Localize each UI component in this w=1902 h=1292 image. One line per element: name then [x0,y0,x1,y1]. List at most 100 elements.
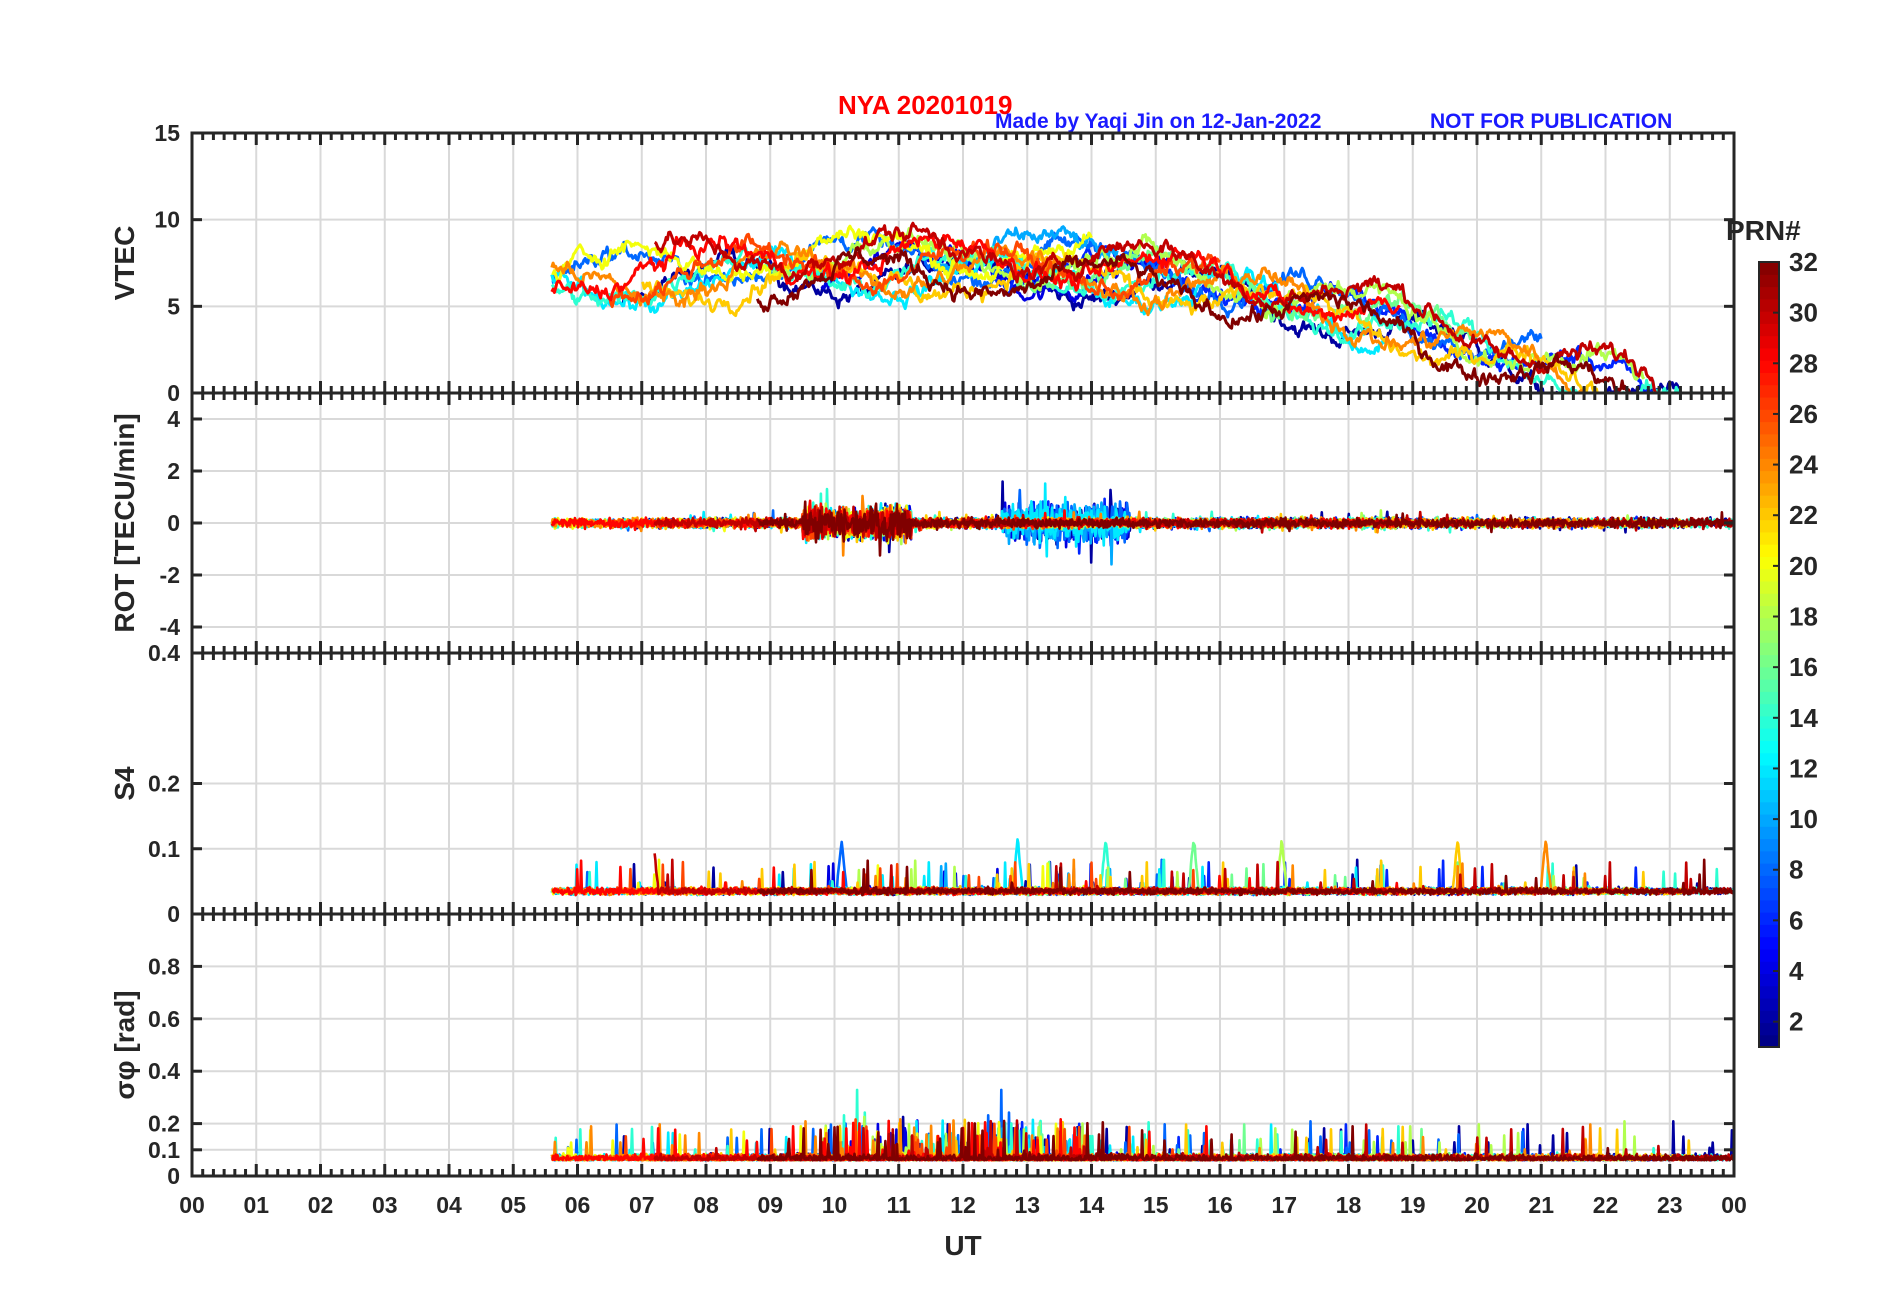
colorbar-segment [1759,813,1779,827]
colorbar-segment [1759,421,1779,435]
colorbar-segment [1759,274,1779,288]
y-tick-label: 0.1 [148,836,180,862]
colorbar-segment [1759,458,1779,472]
x-tick-label: 05 [500,1192,526,1218]
x-tick-label: 07 [629,1192,655,1218]
x-tick-label: 18 [1336,1192,1362,1218]
not-for-publication-label: NOT FOR PUBLICATION [1430,110,1673,133]
x-tick-label: 09 [757,1192,783,1218]
colorbar-label: PRN# [1726,215,1801,246]
y-axis-label-vtec: VTEC [109,226,140,301]
colorbar-segment [1759,507,1779,521]
series-line-prn32 [755,246,1634,393]
x-tick-label: 19 [1400,1192,1426,1218]
colorbar-segment [1759,691,1779,705]
colorbar-segment [1759,470,1779,484]
colorbar-tick-label: 32 [1789,247,1818,277]
colorbar-segment [1759,335,1779,349]
y-tick-label: 15 [154,120,180,146]
colorbar-segment [1759,838,1779,852]
colorbar-segment [1759,936,1779,950]
colorbar-tick-label: 14 [1789,703,1818,733]
colorbar-segment [1759,801,1779,815]
colorbar-segment [1759,629,1779,643]
x-tick-label: 16 [1207,1192,1233,1218]
colorbar-segment [1759,863,1779,876]
y-tick-label: 5 [167,293,180,319]
colorbar-segment [1759,495,1779,508]
y-tick-label: 0 [167,1163,180,1189]
colorbar-segment [1759,347,1779,361]
colorbar-segment [1759,580,1779,594]
colorbar-segment [1759,973,1779,987]
y-tick-label: 10 [154,207,180,233]
series-layer [550,221,1734,1162]
colorbar-segment [1759,286,1779,300]
colorbar-segment [1759,961,1779,975]
colorbar-segment [1759,752,1779,766]
colorbar-segment [1759,654,1779,668]
y-axis-label-s4: S4 [109,766,140,801]
x-tick-label: 06 [565,1192,591,1218]
colorbar-segment [1759,372,1779,386]
colorbar-tick-label: 22 [1789,500,1818,530]
colorbar-segment [1759,482,1779,496]
x-tick-label: 11 [887,1192,912,1218]
colorbar-segment [1759,384,1779,398]
colorbar-segment [1759,715,1779,729]
colorbar-tick-label: 6 [1789,905,1803,935]
colorbar-segment [1759,642,1779,656]
series-line-prn20 [551,224,1093,284]
colorbar-segment [1759,396,1779,410]
colorbar-tick-label: 20 [1789,551,1818,581]
colorbar-segment [1759,262,1779,275]
colorbar-segment [1759,531,1779,545]
series-group-rot [550,480,1734,566]
x-tick-label: 00 [179,1192,205,1218]
colorbar-segment [1759,1022,1779,1036]
y-tick-label: 0.6 [148,1006,180,1032]
colorbar-segment [1759,409,1779,423]
y-tick-label: 0 [167,901,180,927]
colorbar-tick-label: 4 [1789,956,1804,986]
colorbar-segment [1759,728,1779,741]
series-line-prn32 [756,858,1734,897]
colorbar-segment [1759,764,1779,778]
x-tick-label: 08 [693,1192,719,1218]
colorbar-segment [1759,850,1779,864]
y-tick-label: 0.8 [148,953,180,979]
colorbar-tick-label: 8 [1789,855,1803,885]
colorbar-segment [1759,519,1779,533]
x-tick-label: 02 [308,1192,334,1218]
colorbar-segment [1759,997,1779,1011]
colorbar-segment [1759,568,1779,582]
colorbar-segment [1759,789,1779,803]
colorbar-frame [1758,261,1780,1048]
x-tick-label: 00 [1721,1192,1747,1218]
x-tick-label: 10 [822,1192,848,1218]
colorbar-segment [1759,433,1779,447]
colorbar-tick-label: 26 [1789,399,1818,429]
x-tick-label: 12 [950,1192,976,1218]
colorbar-segment [1759,899,1779,913]
colorbar-segment [1759,311,1779,324]
x-tick-label: 15 [1143,1192,1169,1218]
series-line-prn32 [756,500,1734,557]
x-tick-label: 22 [1593,1192,1619,1218]
x-tick-label: 13 [1014,1192,1040,1218]
y-tick-label: 0 [167,510,180,536]
colorbar-segment [1759,703,1779,717]
colorbar-segment [1759,617,1779,631]
y-tick-label: 2 [167,458,180,484]
x-tick-label: 04 [436,1192,462,1218]
colorbar-segment [1759,593,1779,607]
colorbar-tick-label: 28 [1789,348,1818,378]
colorbar-tick-label: 16 [1789,652,1818,682]
colorbar-segment [1759,1034,1779,1048]
y-tick-label: 0.2 [148,771,180,797]
y-tick-label: -2 [160,562,180,588]
series-line-prn14 [550,487,1734,542]
colorbar-segment [1759,912,1779,925]
